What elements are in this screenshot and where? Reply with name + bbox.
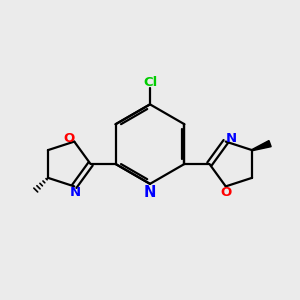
Polygon shape [252,141,271,151]
Text: N: N [144,184,156,200]
Text: N: N [226,132,237,145]
Text: O: O [63,132,75,145]
Text: O: O [221,186,232,200]
Text: N: N [70,186,81,200]
Text: Cl: Cl [143,76,157,89]
